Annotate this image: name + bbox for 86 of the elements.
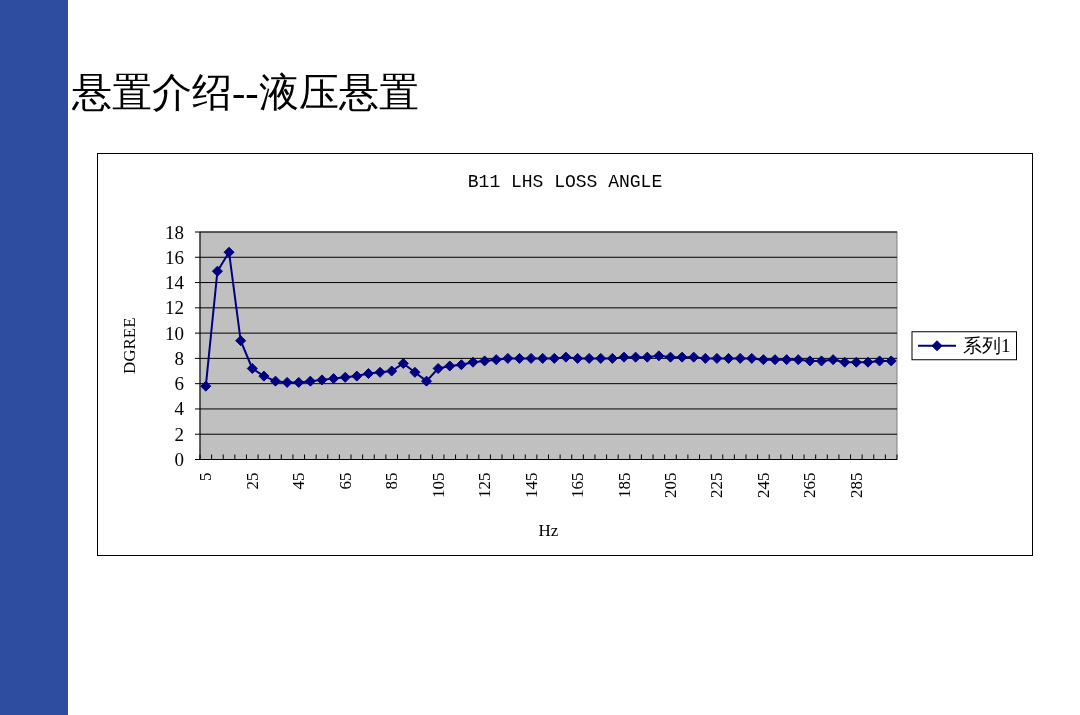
point <box>432 363 444 374</box>
point <box>351 370 363 382</box>
point <box>792 354 804 366</box>
point <box>397 357 409 369</box>
y-tick-label: 4 <box>174 398 185 420</box>
x-tick-label: 205 <box>660 472 680 498</box>
point <box>223 246 235 258</box>
y-tick-label: 6 <box>174 373 184 395</box>
point <box>316 374 328 386</box>
point <box>827 354 839 366</box>
point <box>525 352 537 364</box>
point <box>618 351 630 363</box>
legend-label: 系列1 <box>963 335 1011 357</box>
x-tick-label: 185 <box>614 472 634 498</box>
point <box>757 354 769 366</box>
point <box>246 363 258 374</box>
point <box>328 373 340 385</box>
point <box>513 352 525 364</box>
point <box>595 352 607 364</box>
point <box>711 352 723 364</box>
point <box>258 370 270 382</box>
point <box>455 359 467 371</box>
x-tick-label: 145 <box>521 472 541 498</box>
point <box>572 352 584 364</box>
chart-subtitle: B11 LHS LOSS ANGLE <box>467 172 663 192</box>
point <box>270 375 282 387</box>
x-tick-label: 245 <box>753 472 773 498</box>
y-tick-label: 14 <box>165 272 185 294</box>
x-tick-label: 45 <box>289 472 309 490</box>
point <box>490 354 502 366</box>
y-axis-title: DGREE <box>119 317 139 375</box>
x-tick-label: 25 <box>242 472 262 490</box>
point <box>421 375 433 387</box>
point <box>444 360 456 372</box>
point <box>235 335 247 347</box>
point <box>467 356 479 368</box>
y-tick-label: 2 <box>174 423 184 445</box>
point <box>688 351 700 363</box>
x-tick-label: 5 <box>196 472 216 481</box>
point <box>502 352 514 364</box>
point <box>676 351 688 363</box>
x-axis-title: Hz <box>538 521 559 540</box>
y-tick-label: 18 <box>165 221 184 243</box>
point <box>850 356 862 368</box>
point <box>862 356 874 368</box>
point <box>362 368 374 380</box>
point <box>281 376 293 388</box>
point <box>386 365 398 377</box>
point <box>641 351 653 363</box>
point <box>630 351 642 363</box>
point <box>537 352 549 364</box>
x-tick-label: 105 <box>428 472 448 498</box>
point <box>746 352 758 364</box>
point <box>304 375 316 387</box>
x-tick-label: 165 <box>568 472 588 498</box>
point <box>374 366 386 378</box>
point <box>548 352 560 364</box>
x-tick-label: 265 <box>800 472 820 498</box>
point <box>409 366 421 378</box>
y-tick-label: 8 <box>174 347 184 369</box>
point <box>211 265 223 277</box>
point <box>699 352 711 364</box>
point <box>606 352 618 364</box>
x-tick-label: 85 <box>382 472 402 490</box>
point <box>664 351 676 363</box>
point <box>734 352 746 364</box>
point <box>293 376 305 388</box>
point <box>653 350 665 362</box>
x-tick-label: 225 <box>707 472 727 498</box>
chart-title: 悬置介绍--液压悬置 <box>71 70 419 115</box>
point <box>479 355 491 367</box>
x-tick-label: 65 <box>335 472 355 490</box>
point <box>781 354 793 366</box>
y-tick-label: 12 <box>165 297 184 319</box>
x-tick-label: 125 <box>475 472 495 498</box>
y-tick-label: 0 <box>174 449 184 470</box>
point <box>723 352 735 364</box>
y-tick-label: 10 <box>165 322 184 344</box>
y-tick-label: 16 <box>165 246 184 268</box>
point <box>200 380 212 392</box>
point <box>339 371 351 383</box>
point <box>839 356 851 368</box>
x-tick-label: 285 <box>846 472 866 498</box>
point <box>583 352 595 364</box>
point <box>769 354 781 366</box>
point <box>560 351 572 363</box>
